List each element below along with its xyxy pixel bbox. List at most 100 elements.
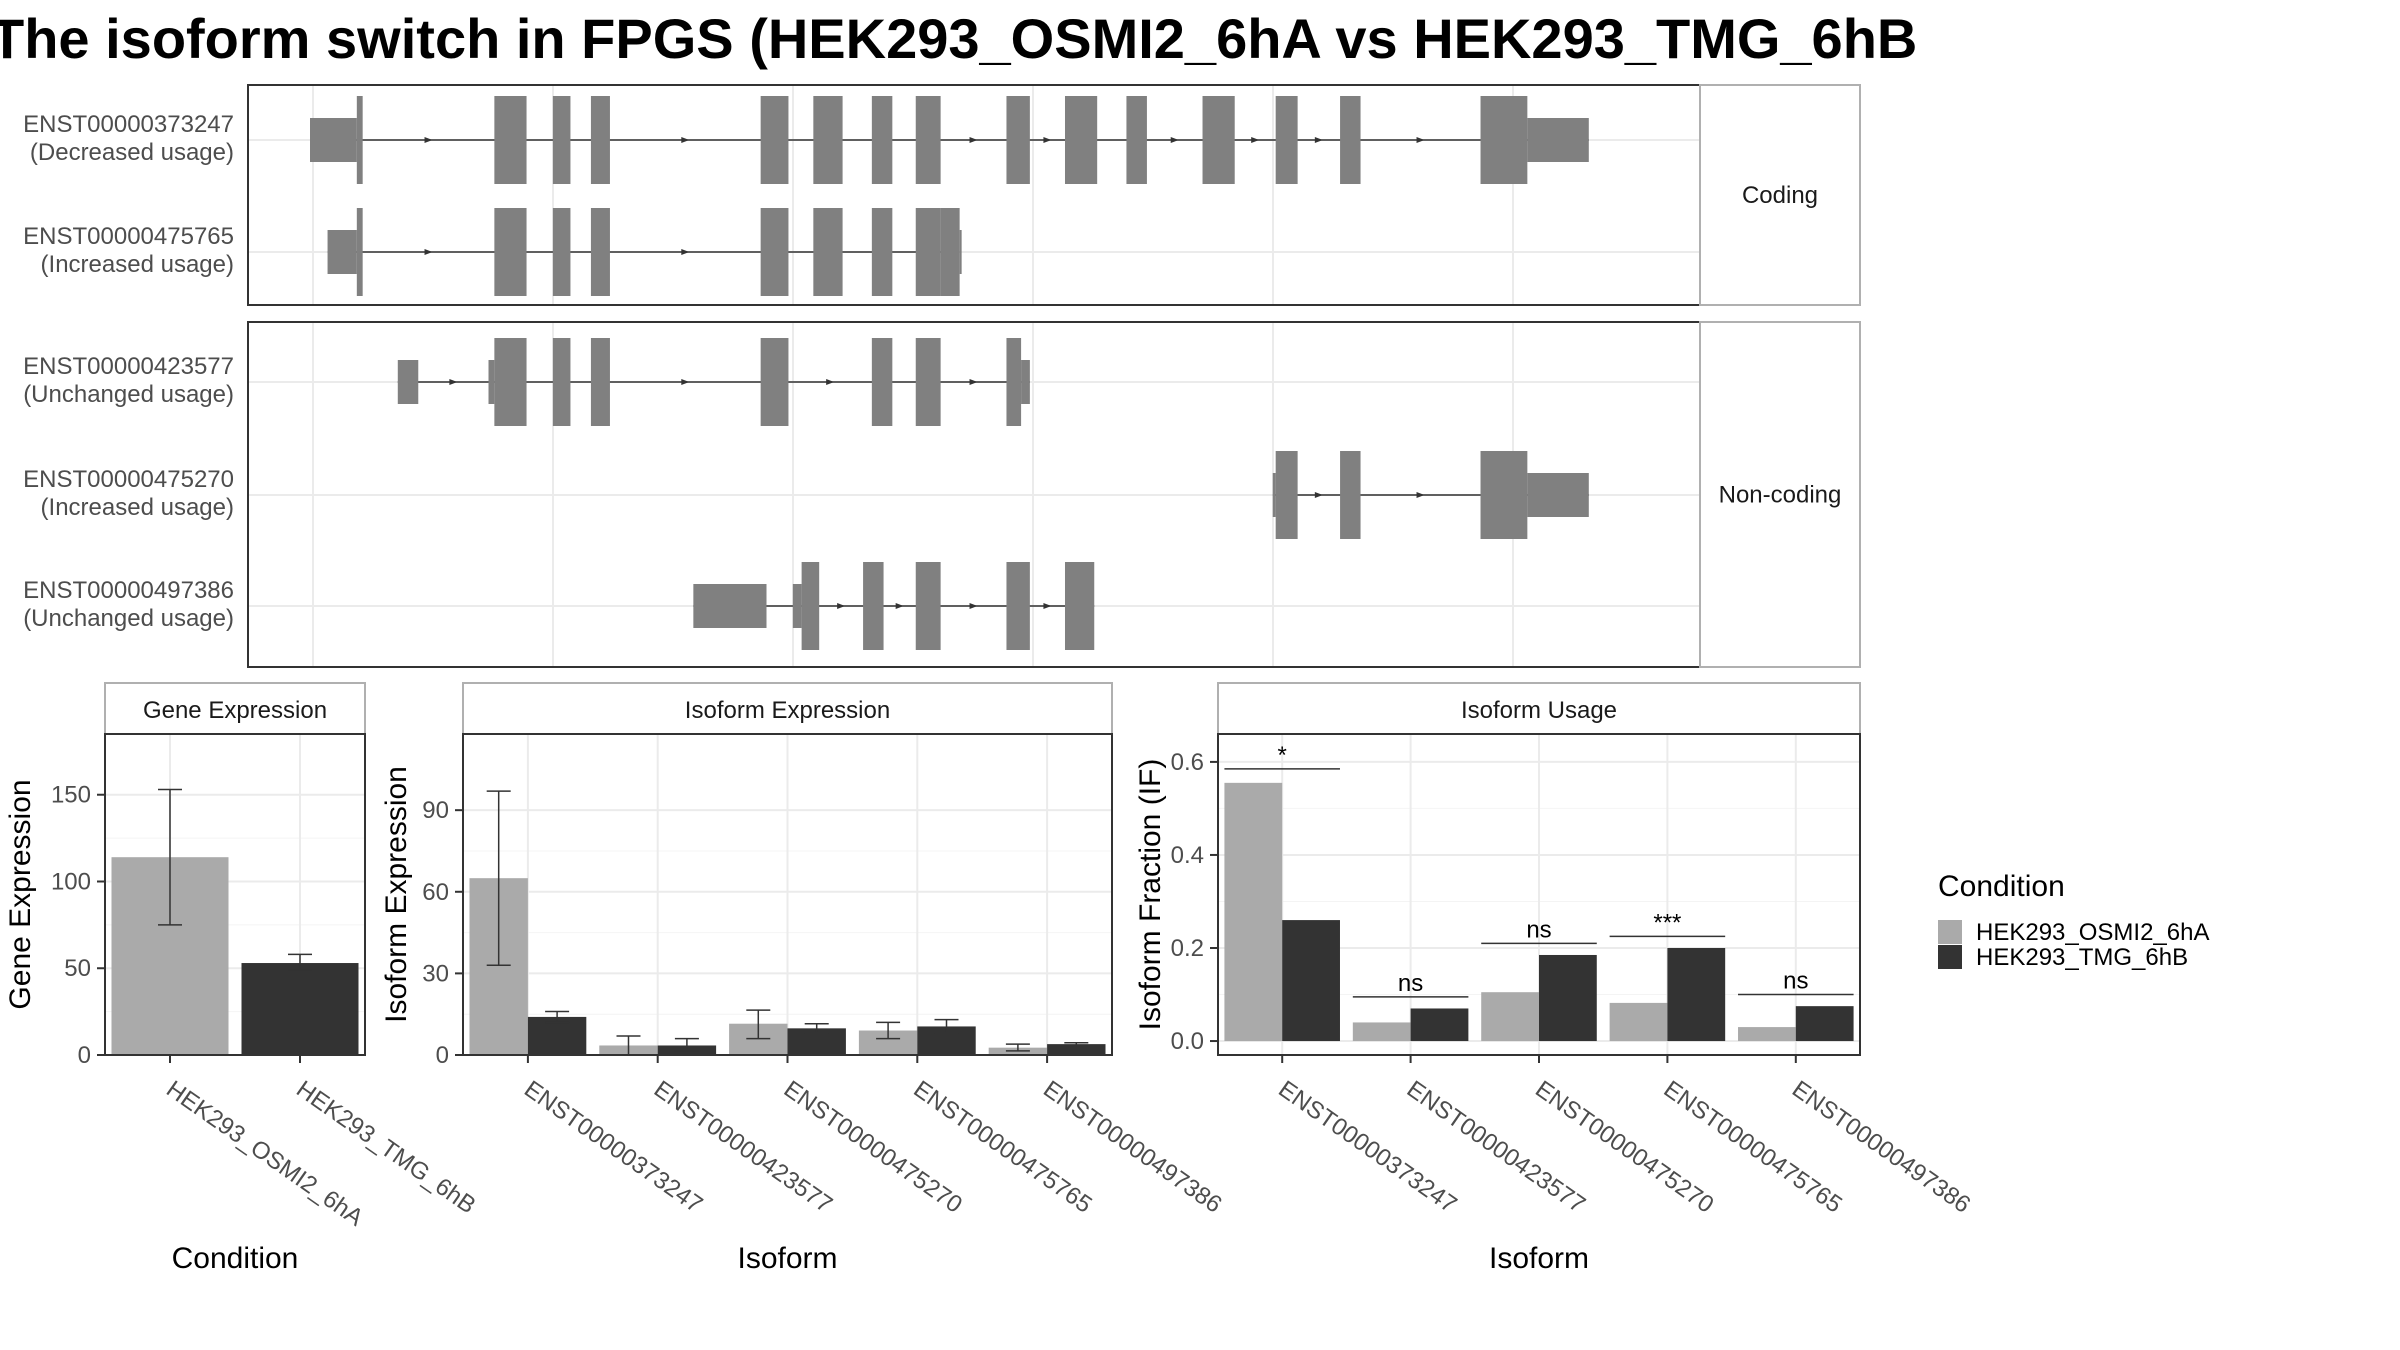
facet-strip-label: Non-coding xyxy=(1719,482,1842,509)
utr-exon xyxy=(310,118,357,162)
facet-strip xyxy=(1699,321,1861,668)
utr-exon xyxy=(959,230,962,274)
coding-exon xyxy=(1006,96,1030,184)
y-tick-label: 60 xyxy=(422,879,449,906)
coding-exon xyxy=(1126,96,1147,184)
coding-exon xyxy=(590,338,610,426)
intron-arrow xyxy=(969,603,978,609)
coding-exon xyxy=(552,96,571,184)
coding-exon xyxy=(1275,96,1298,184)
y-tick-label: 0.6 xyxy=(1171,749,1204,776)
coding-exon xyxy=(1006,562,1030,650)
coding-exon xyxy=(494,96,527,184)
panel-border xyxy=(104,733,366,1056)
legend-title: Condition xyxy=(1938,870,2065,903)
coding-exon xyxy=(915,338,941,426)
bar-osmi2 xyxy=(1481,992,1539,1042)
coding-exon xyxy=(1340,96,1361,184)
x-axis-title: Condition xyxy=(172,1242,299,1275)
bar-osmi2 xyxy=(1738,1027,1796,1042)
legend-label: HEK293_OSMI2_6hA xyxy=(1976,919,2209,946)
bar-tmg xyxy=(1795,1006,1854,1042)
coding-exon xyxy=(552,338,571,426)
bar-osmi2 xyxy=(1352,1022,1411,1042)
utr-exon xyxy=(1527,118,1589,162)
isoform-id-label: ENST00000497386 xyxy=(23,577,234,604)
intron-arrow xyxy=(1043,137,1052,143)
coding-exon xyxy=(1480,451,1528,539)
utr-exon xyxy=(488,360,495,404)
intron-arrow xyxy=(1314,492,1323,498)
panel-title: Gene Expression xyxy=(143,697,327,724)
intron-arrow xyxy=(826,379,835,385)
panel-title: Isoform Expression xyxy=(685,697,890,724)
bar-osmi2 xyxy=(1224,782,1283,1042)
intron-arrow xyxy=(681,137,690,143)
structure-panel-bg xyxy=(248,85,1700,305)
intron-arrow xyxy=(969,137,978,143)
coding-exon xyxy=(871,338,893,426)
coding-exon xyxy=(813,208,843,296)
isoform-id-label: ENST00000373247 xyxy=(23,111,234,138)
coding-exon xyxy=(871,208,893,296)
utr-exon xyxy=(1272,473,1276,517)
bar xyxy=(241,963,359,1055)
facet-strip xyxy=(1699,84,1861,306)
significance-label: * xyxy=(1278,742,1287,769)
coding-exon xyxy=(1275,451,1298,539)
intron-arrow xyxy=(424,249,433,255)
bar-tmg xyxy=(527,1016,587,1055)
significance-label: *** xyxy=(1653,909,1681,936)
utr-exon xyxy=(1527,473,1589,517)
intron-arrow xyxy=(1251,137,1260,143)
coding-exon xyxy=(494,338,527,426)
intron-arrow xyxy=(449,379,458,385)
coding-exon xyxy=(356,96,363,184)
utr-exon xyxy=(397,360,419,404)
y-tick-label: 50 xyxy=(64,955,91,982)
utr-exon xyxy=(792,584,802,628)
structure-panel-0: Coding ENST00000373247(Decreased usage) EN… xyxy=(23,84,1861,306)
bar-tmg xyxy=(1667,948,1726,1042)
y-tick-label: 90 xyxy=(422,797,449,824)
isoform-usage-label: (Increased usage) xyxy=(41,251,234,278)
coding-exon xyxy=(801,562,820,650)
isoform-usage-label: (Unchanged usage) xyxy=(23,605,234,632)
facet-strip-label: Coding xyxy=(1742,182,1818,209)
bar-tmg xyxy=(1539,954,1597,1042)
coding-exon xyxy=(590,208,610,296)
coding-exon xyxy=(760,208,789,296)
bar-tmg xyxy=(1282,920,1340,1042)
significance-label: ns xyxy=(1526,916,1551,943)
y-tick-label: 0.0 xyxy=(1171,1028,1204,1055)
coding-exon xyxy=(494,208,527,296)
coding-exon xyxy=(1064,96,1098,184)
significance-label: ns xyxy=(1783,968,1808,995)
coding-exon xyxy=(940,208,960,296)
figure-title: The isoform switch in FPGS (HEK293_OSMI2… xyxy=(0,7,1917,70)
bar-osmi2 xyxy=(1609,1002,1668,1042)
chart-panel-1: Isoform Expression0306090ENST00000373247… xyxy=(380,682,1227,1275)
isoform-id-label: ENST00000475765 xyxy=(23,223,234,250)
y-tick-label: 0 xyxy=(436,1042,449,1069)
coding-exon xyxy=(760,96,789,184)
coding-exon xyxy=(863,562,884,650)
panel-strip xyxy=(104,682,366,735)
y-tick-label: 100 xyxy=(51,868,91,895)
intron-arrow xyxy=(969,379,978,385)
intron-arrow xyxy=(681,249,690,255)
y-axis-title: Isoform Fraction (IF) xyxy=(1134,759,1167,1031)
bar-tmg xyxy=(1410,1008,1469,1042)
y-tick-label: 0.4 xyxy=(1171,842,1204,869)
coding-exon xyxy=(760,338,789,426)
legend-label: HEK293_TMG_6hB xyxy=(1976,944,2188,971)
isoform-usage-label: (Increased usage) xyxy=(41,494,234,521)
legend-swatch xyxy=(1938,920,1962,944)
utr-exon xyxy=(693,584,767,628)
coding-exon xyxy=(1340,451,1361,539)
isoform-usage-label: (Unchanged usage) xyxy=(23,381,234,408)
